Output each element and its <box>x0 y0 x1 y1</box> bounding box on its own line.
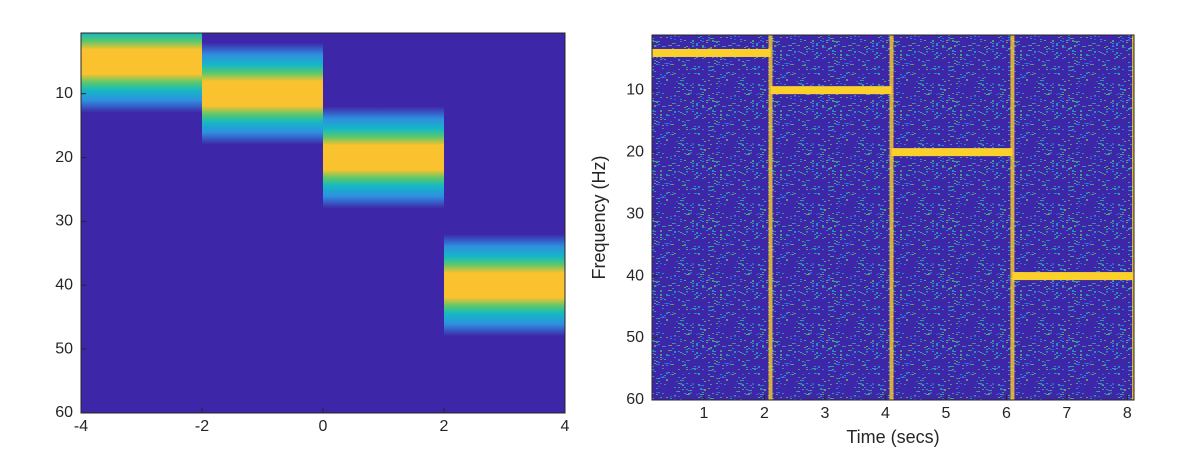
x-tick-label: 4 <box>881 405 890 422</box>
y-tick-label: 10 <box>626 81 644 98</box>
y-tick-label: 30 <box>55 213 73 230</box>
x-tick-label: 4 <box>561 418 570 435</box>
x-tick-label: -4 <box>74 418 88 435</box>
y-tick-label: 30 <box>626 205 644 222</box>
x-tick-label: 3 <box>821 405 830 422</box>
ridge-line <box>891 148 1013 157</box>
x-tick-label: 1 <box>700 405 709 422</box>
x-tick-label: 8 <box>1123 405 1132 422</box>
plot-area <box>652 35 1134 400</box>
transition-line <box>889 35 894 400</box>
ridge-line <box>652 48 771 57</box>
y-axis-label: Frequency (Hz) <box>589 155 609 279</box>
x-tick-label: 7 <box>1062 405 1071 422</box>
ridge-band <box>202 42 323 145</box>
y-tick-label: 40 <box>626 267 644 284</box>
y-tick-label: 50 <box>55 340 73 357</box>
y-tick-label: 60 <box>626 391 644 408</box>
ridge-band <box>81 33 202 113</box>
y-tick-label: 40 <box>55 276 73 293</box>
axes-box <box>651 34 1135 401</box>
y-tick-label: 20 <box>626 143 644 160</box>
ridge-band <box>323 106 444 209</box>
transition-line <box>1010 35 1015 400</box>
ridge-line <box>770 86 892 95</box>
plot-area <box>81 33 565 413</box>
x-tick-label: 6 <box>1002 405 1011 422</box>
ridge-band <box>444 234 565 337</box>
x-tick-label: 0 <box>319 418 328 435</box>
ridge-line <box>1012 272 1134 281</box>
x-tick-label: -2 <box>195 418 209 435</box>
x-tick-label: 5 <box>941 405 950 422</box>
y-tick-label: 60 <box>55 404 73 421</box>
transition-line <box>1132 35 1134 400</box>
y-tick-label: 50 <box>626 329 644 346</box>
x-axis-label: Time (secs) <box>846 427 939 447</box>
x-tick-label: 2 <box>440 418 449 435</box>
transition-line <box>768 35 773 400</box>
y-tick-label: 20 <box>55 149 73 166</box>
y-tick-label: 10 <box>55 85 73 102</box>
x-tick-label: 2 <box>760 405 769 422</box>
